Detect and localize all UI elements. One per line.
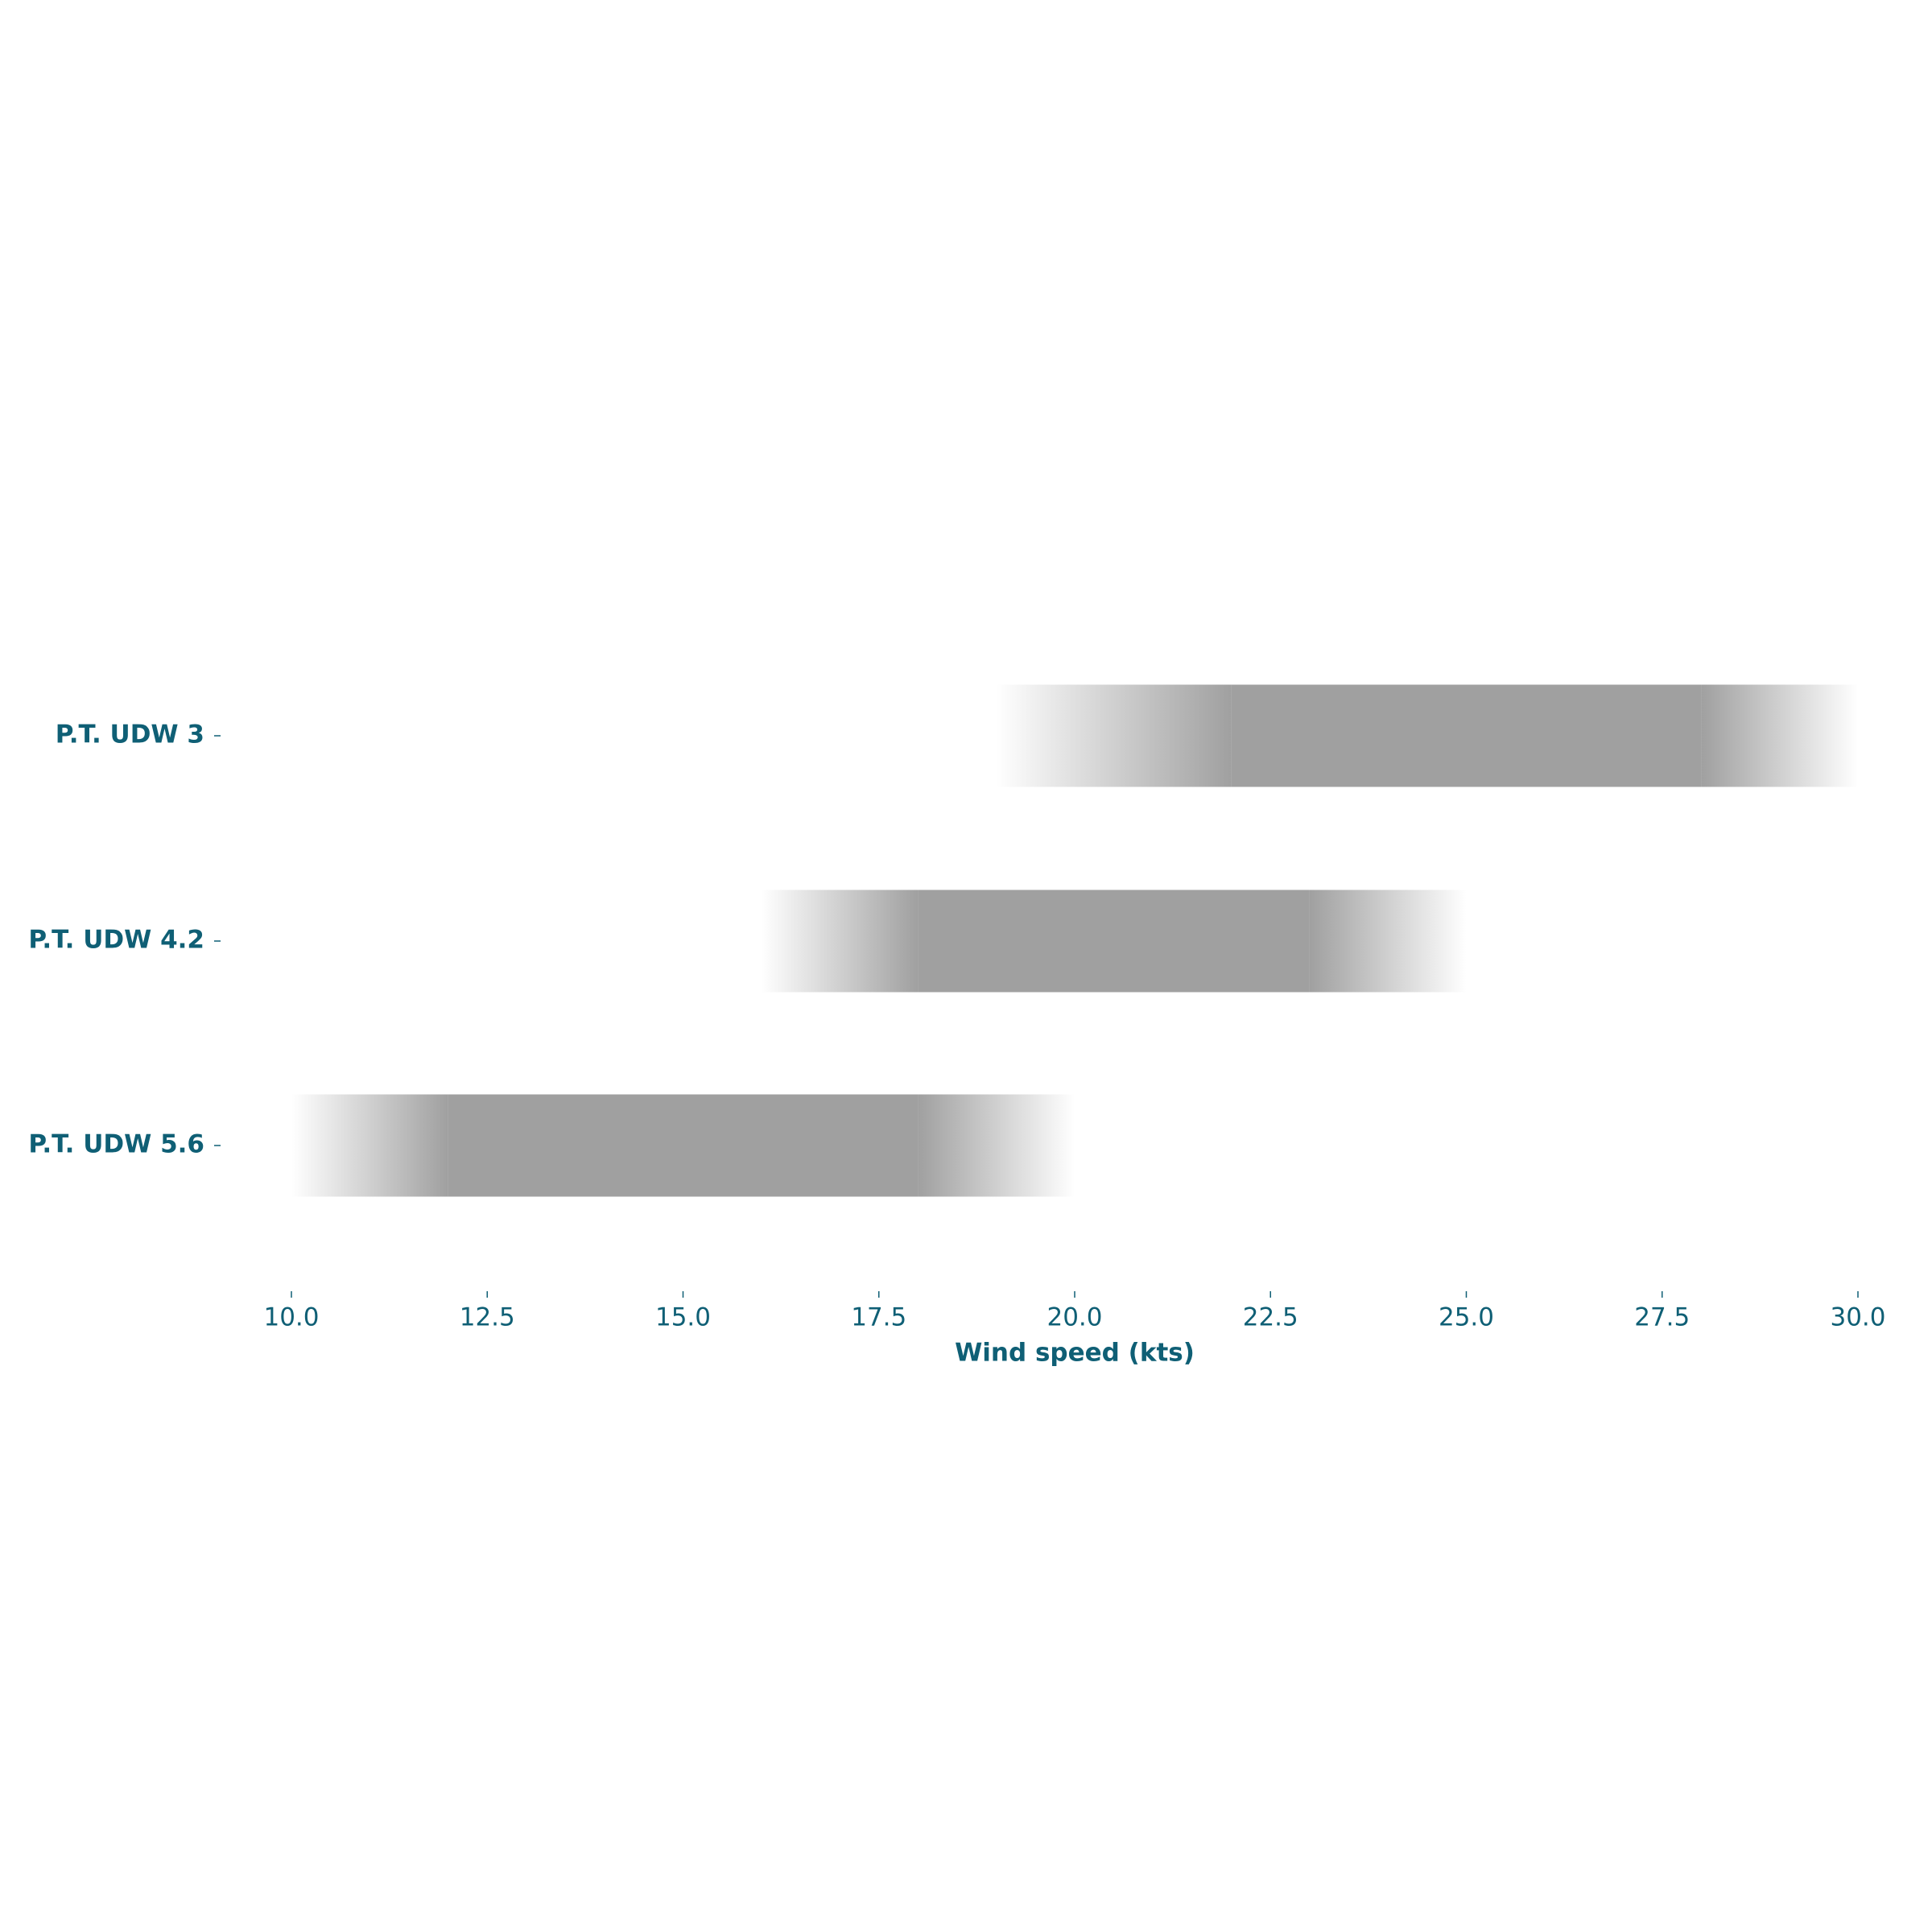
x-tick-label: 15.0: [655, 1303, 711, 1332]
bar-fade-out: [1309, 890, 1467, 993]
bar-fade-out: [1701, 684, 1858, 787]
x-tick-label: 20.0: [1046, 1303, 1102, 1332]
x-tick-label: 25.0: [1439, 1303, 1494, 1332]
bar-fade-out: [918, 1094, 1075, 1197]
bar-fade-in: [996, 684, 1232, 787]
x-axis-label: Wind speed (kts): [955, 1339, 1195, 1368]
bar-fade-in: [761, 890, 919, 993]
x-tick-label: 17.5: [851, 1303, 906, 1332]
x-tick-label: 10.0: [263, 1303, 319, 1332]
x-tick-label: 30.0: [1830, 1303, 1885, 1332]
y-tick-label: P.T. UDW 5.6: [28, 1130, 204, 1159]
bar-core: [448, 1094, 919, 1197]
y-tick-label: P.T. UDW 3: [56, 720, 204, 749]
bar-core: [1231, 684, 1702, 787]
y-tick-label: P.T. UDW 4.2: [28, 926, 204, 955]
x-tick-label: 27.5: [1634, 1303, 1690, 1332]
bar-core: [918, 890, 1310, 993]
x-tick-label: 12.5: [460, 1303, 515, 1332]
x-tick-label: 22.5: [1243, 1303, 1298, 1332]
bar-fade-in: [291, 1094, 448, 1197]
